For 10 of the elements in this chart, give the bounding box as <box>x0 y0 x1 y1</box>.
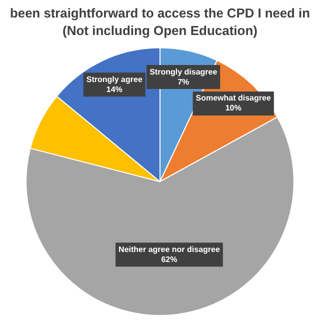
chart-subtitle: (Not including Open Education) <box>62 22 258 38</box>
chart-title: been straightforward to access the CPD I need in <box>10 5 310 20</box>
data-label: 7% <box>178 77 190 86</box>
slice-label: Strongly agree <box>86 74 143 84</box>
slice-label: Strongly disagree <box>150 67 218 76</box>
data-label: 14% <box>106 84 122 94</box>
slice-label: Somewhat disagree <box>196 94 272 103</box>
data-label: 10% <box>225 104 242 113</box>
slice-label: Neither agree nor disagree <box>118 244 220 254</box>
data-label: 62% <box>161 254 178 264</box>
